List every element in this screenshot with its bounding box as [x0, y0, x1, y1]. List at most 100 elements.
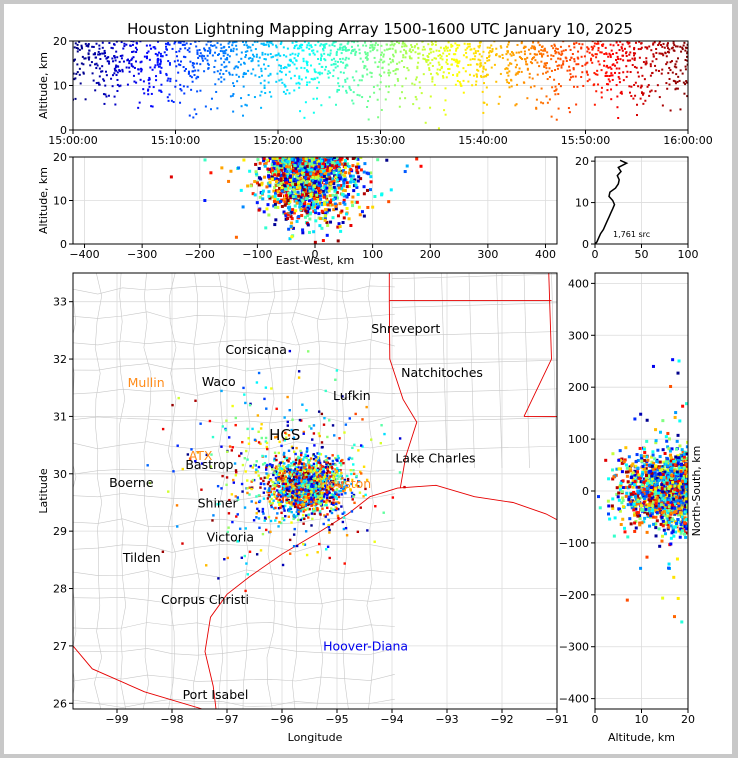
source-point [474, 83, 477, 86]
source-point [325, 198, 329, 202]
source-point [240, 51, 243, 54]
source-point [454, 53, 457, 56]
source-point [414, 51, 417, 54]
source-point [329, 220, 333, 224]
source-point [312, 469, 315, 473]
source-point [403, 66, 406, 69]
source-point [210, 453, 213, 456]
source-point [114, 59, 117, 62]
source-point [329, 480, 333, 483]
source-point [294, 209, 298, 213]
source-point [343, 478, 347, 482]
source-point [198, 48, 201, 51]
source-point [332, 483, 335, 486]
source-point [325, 462, 328, 465]
y-tick-label: 20 [575, 155, 589, 168]
gulf-coastline [204, 484, 557, 709]
source-point [300, 505, 304, 508]
source-point [456, 44, 459, 47]
source-point [641, 92, 644, 95]
source-point [282, 197, 286, 201]
source-point [312, 164, 316, 168]
source-point [259, 427, 263, 430]
county-line [73, 569, 395, 579]
source-point [350, 49, 353, 52]
source-point [209, 465, 213, 468]
source-point [517, 71, 520, 74]
source-point [242, 114, 245, 117]
source-point [590, 45, 593, 48]
source-point [336, 60, 339, 63]
source-point [679, 108, 682, 111]
source-point [337, 507, 340, 511]
source-point [305, 221, 309, 225]
source-point [344, 526, 348, 530]
source-point [362, 185, 366, 189]
source-point [588, 78, 591, 81]
source-point [315, 193, 319, 197]
source-point [294, 505, 297, 509]
source-point [337, 501, 341, 505]
source-point [267, 474, 270, 477]
source-point [235, 73, 238, 76]
source-point [306, 194, 310, 198]
source-point [276, 489, 279, 492]
source-point [330, 203, 334, 207]
source-point [340, 486, 343, 489]
source-point [401, 45, 404, 48]
source-point [130, 63, 133, 66]
source-point [344, 58, 347, 61]
source-point [239, 188, 243, 192]
source-point [619, 41, 622, 43]
source-point [257, 441, 261, 444]
source-point [317, 432, 321, 435]
source-point [280, 186, 284, 190]
source-point [329, 462, 332, 466]
source-point [264, 67, 267, 70]
source-point [280, 511, 283, 515]
source-point [674, 45, 677, 48]
source-point [438, 63, 441, 66]
source-point [293, 45, 296, 48]
source-point [274, 476, 278, 480]
source-point [615, 67, 618, 70]
source-point [328, 164, 332, 168]
source-point [280, 187, 284, 191]
source-point [209, 171, 213, 175]
source-point [282, 160, 286, 164]
source-point [334, 505, 337, 509]
source-point [293, 74, 296, 77]
source-point [540, 101, 543, 104]
source-point [573, 42, 576, 45]
source-point [305, 409, 308, 412]
source-point [264, 43, 267, 46]
source-point [188, 457, 192, 460]
source-point [343, 487, 346, 490]
source-point [115, 74, 118, 77]
source-point [225, 69, 228, 72]
source-point [293, 475, 296, 479]
source-point [415, 43, 418, 46]
source-point [616, 55, 619, 58]
east-west-ylabel: Altitude, km [37, 167, 50, 234]
source-point [192, 66, 195, 69]
x-tick-label: 15:40:00 [458, 134, 507, 147]
source-point [252, 519, 256, 522]
source-point [98, 44, 101, 47]
source-point [319, 59, 322, 62]
source-point [325, 548, 328, 551]
source-point [310, 496, 313, 500]
source-point [559, 57, 562, 60]
source-point [336, 501, 340, 504]
x-tick-label: −95 [325, 713, 348, 726]
source-point [261, 510, 264, 513]
source-point [300, 78, 303, 81]
source-point [330, 171, 334, 175]
source-point [213, 71, 216, 74]
source-point [289, 168, 293, 172]
source-point [334, 473, 338, 477]
source-point [577, 63, 580, 66]
source-point [169, 175, 173, 179]
source-point [573, 60, 576, 63]
source-point [575, 41, 578, 44]
